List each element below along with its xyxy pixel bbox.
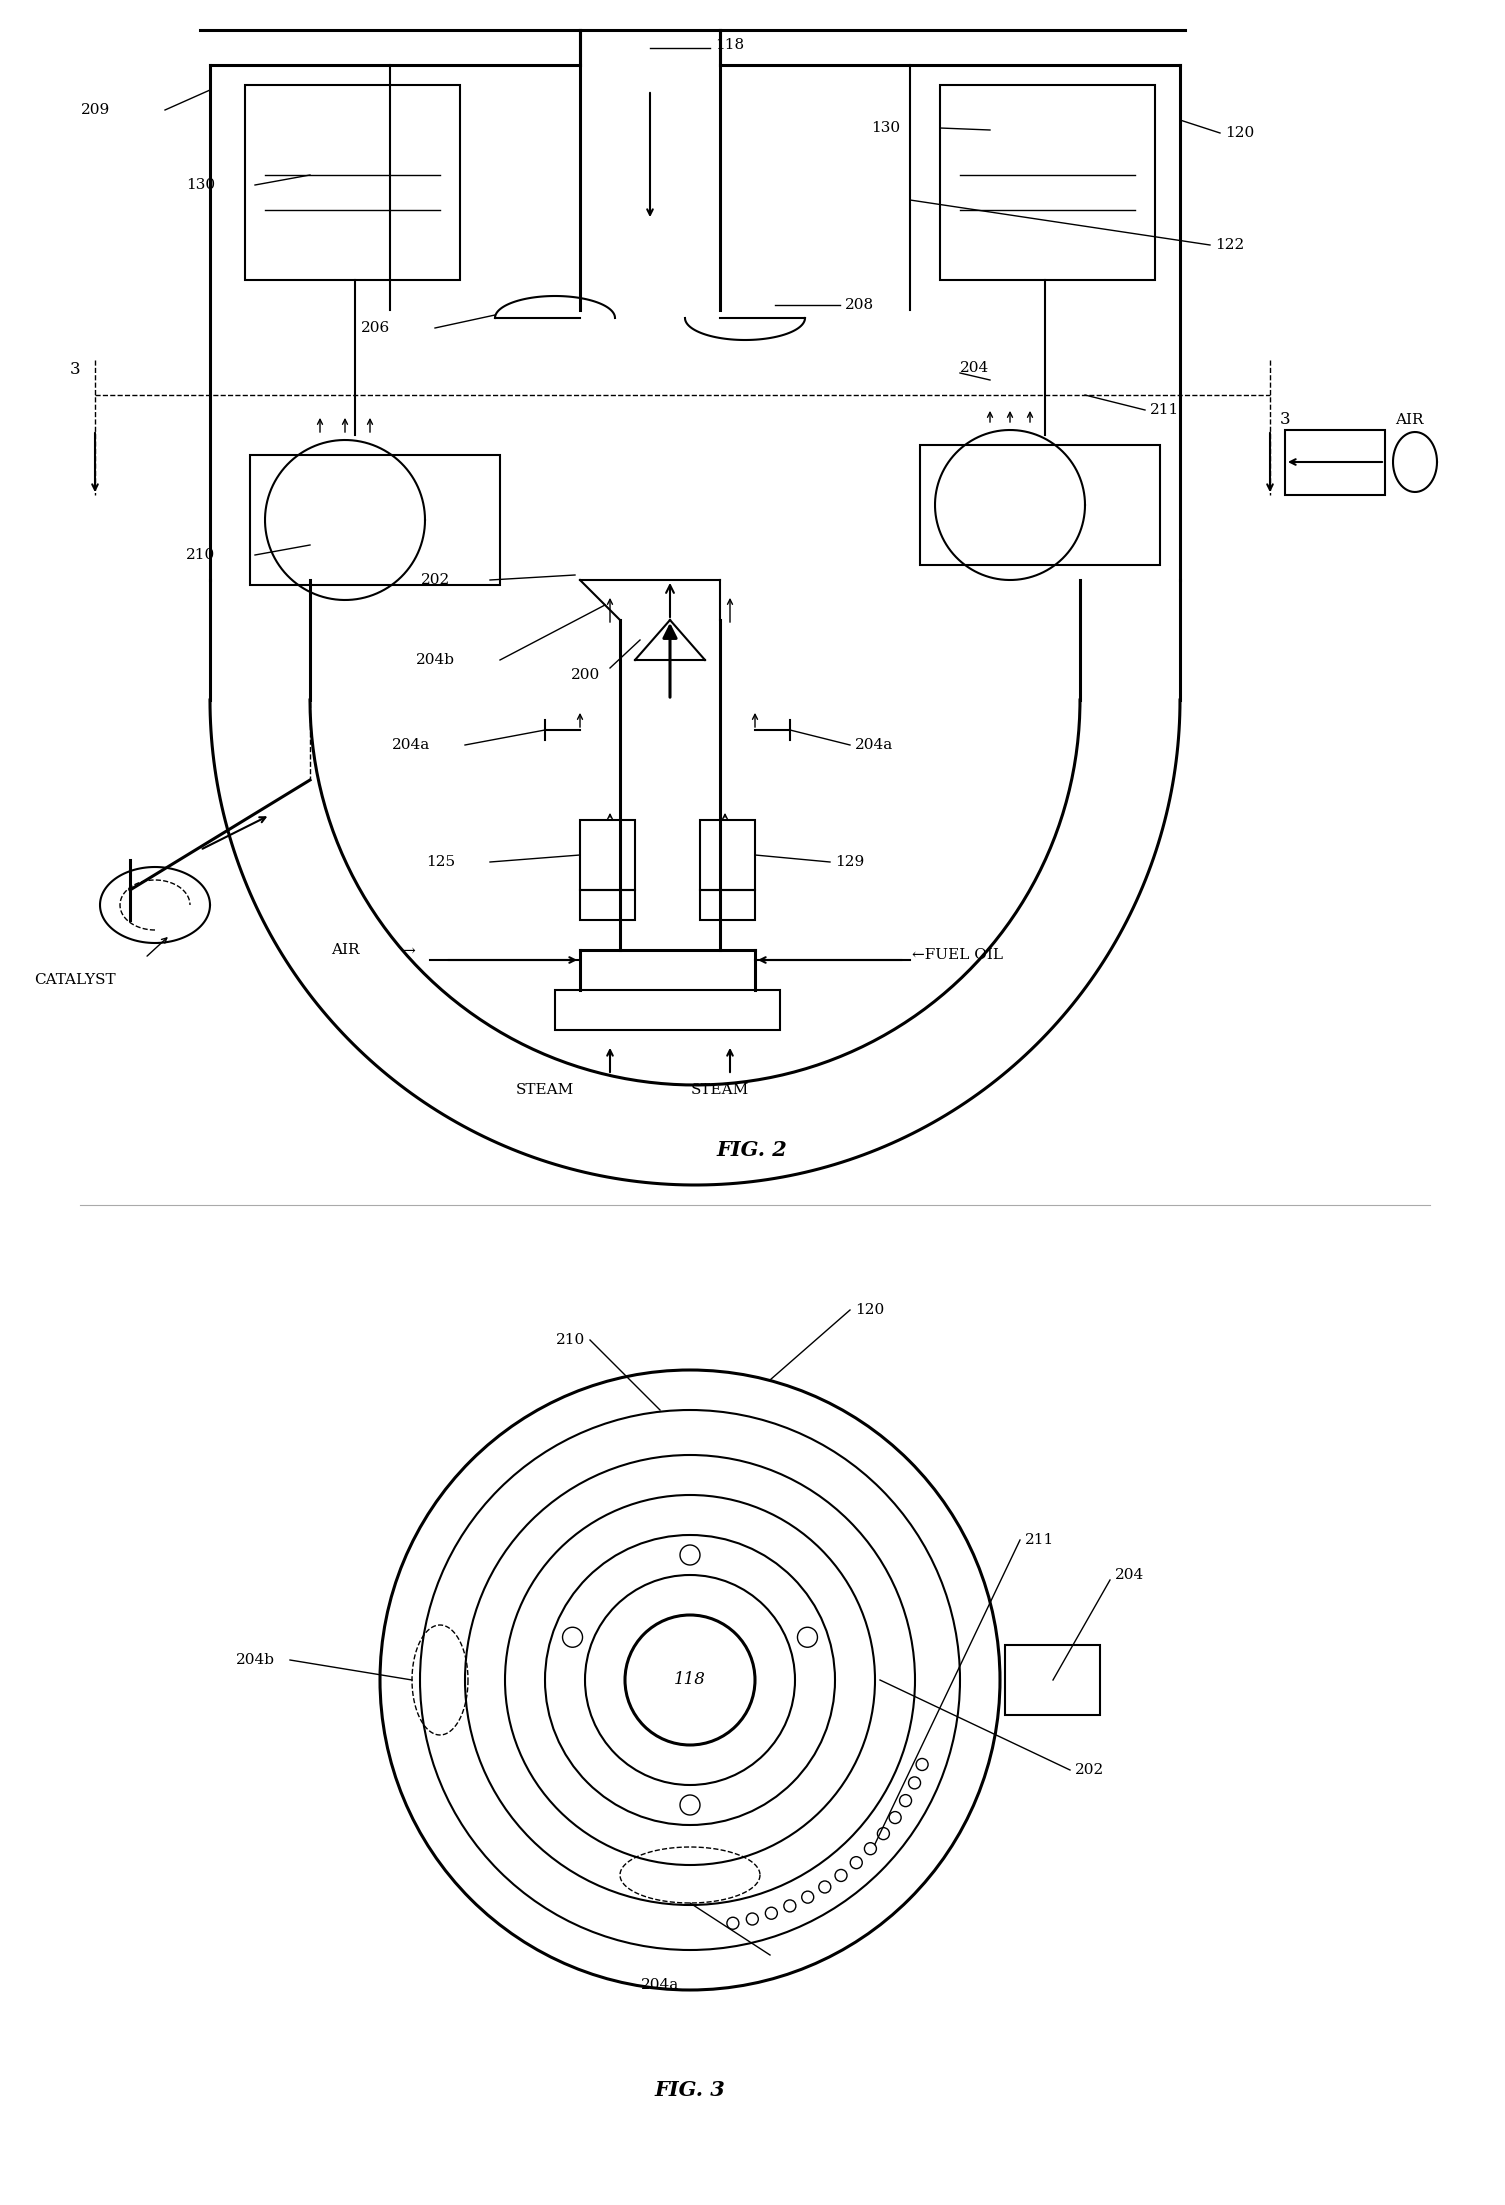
Text: 120: 120: [1225, 126, 1254, 139]
Text: 204b: 204b: [236, 1654, 275, 1667]
Bar: [245, 86, 461, 280]
Bar: [1285, 430, 1385, 494]
Bar: [579, 820, 635, 891]
Text: →: →: [402, 946, 415, 959]
Text: 3: 3: [69, 362, 80, 379]
Text: 210: 210: [555, 1334, 585, 1347]
Bar: [941, 86, 1154, 280]
Text: 118: 118: [674, 1671, 706, 1689]
Text: 208: 208: [844, 298, 874, 311]
Text: 209: 209: [81, 104, 110, 117]
Text: 204a: 204a: [641, 1978, 679, 1991]
Text: 130: 130: [871, 121, 900, 135]
Text: FIG. 2: FIG. 2: [716, 1140, 787, 1160]
Text: 130: 130: [187, 179, 215, 192]
Text: 206: 206: [361, 322, 390, 335]
Text: 204: 204: [960, 362, 989, 375]
Text: 211: 211: [1025, 1532, 1053, 1548]
Text: 211: 211: [1150, 404, 1180, 417]
Bar: [700, 891, 756, 919]
Text: 204b: 204b: [415, 653, 455, 666]
Text: FIG. 3: FIG. 3: [655, 2079, 725, 2099]
Text: 204: 204: [1115, 1568, 1144, 1581]
Text: AIR: AIR: [1395, 412, 1424, 428]
Bar: [579, 891, 635, 919]
Text: 202: 202: [421, 573, 450, 587]
Text: STEAM: STEAM: [691, 1083, 749, 1098]
Text: 204a: 204a: [855, 739, 894, 752]
Bar: [1005, 1645, 1100, 1715]
Text: AIR: AIR: [331, 944, 360, 957]
Bar: [700, 820, 756, 891]
Bar: [920, 445, 1160, 564]
Bar: [250, 454, 500, 584]
Text: 118: 118: [715, 37, 743, 53]
Text: 202: 202: [1075, 1764, 1105, 1777]
Text: STEAM: STEAM: [516, 1083, 573, 1098]
Text: 129: 129: [835, 856, 864, 869]
Text: 125: 125: [426, 856, 455, 869]
Text: CATALYST: CATALYST: [35, 972, 116, 988]
Text: 210: 210: [185, 549, 215, 562]
Text: 200: 200: [570, 668, 600, 681]
Text: ←FUEL OIL: ←FUEL OIL: [912, 948, 1002, 961]
Text: 120: 120: [855, 1303, 885, 1316]
Bar: [555, 990, 780, 1030]
Text: 122: 122: [1215, 238, 1245, 251]
Text: 3: 3: [1279, 412, 1290, 428]
Text: 204a: 204a: [391, 739, 430, 752]
